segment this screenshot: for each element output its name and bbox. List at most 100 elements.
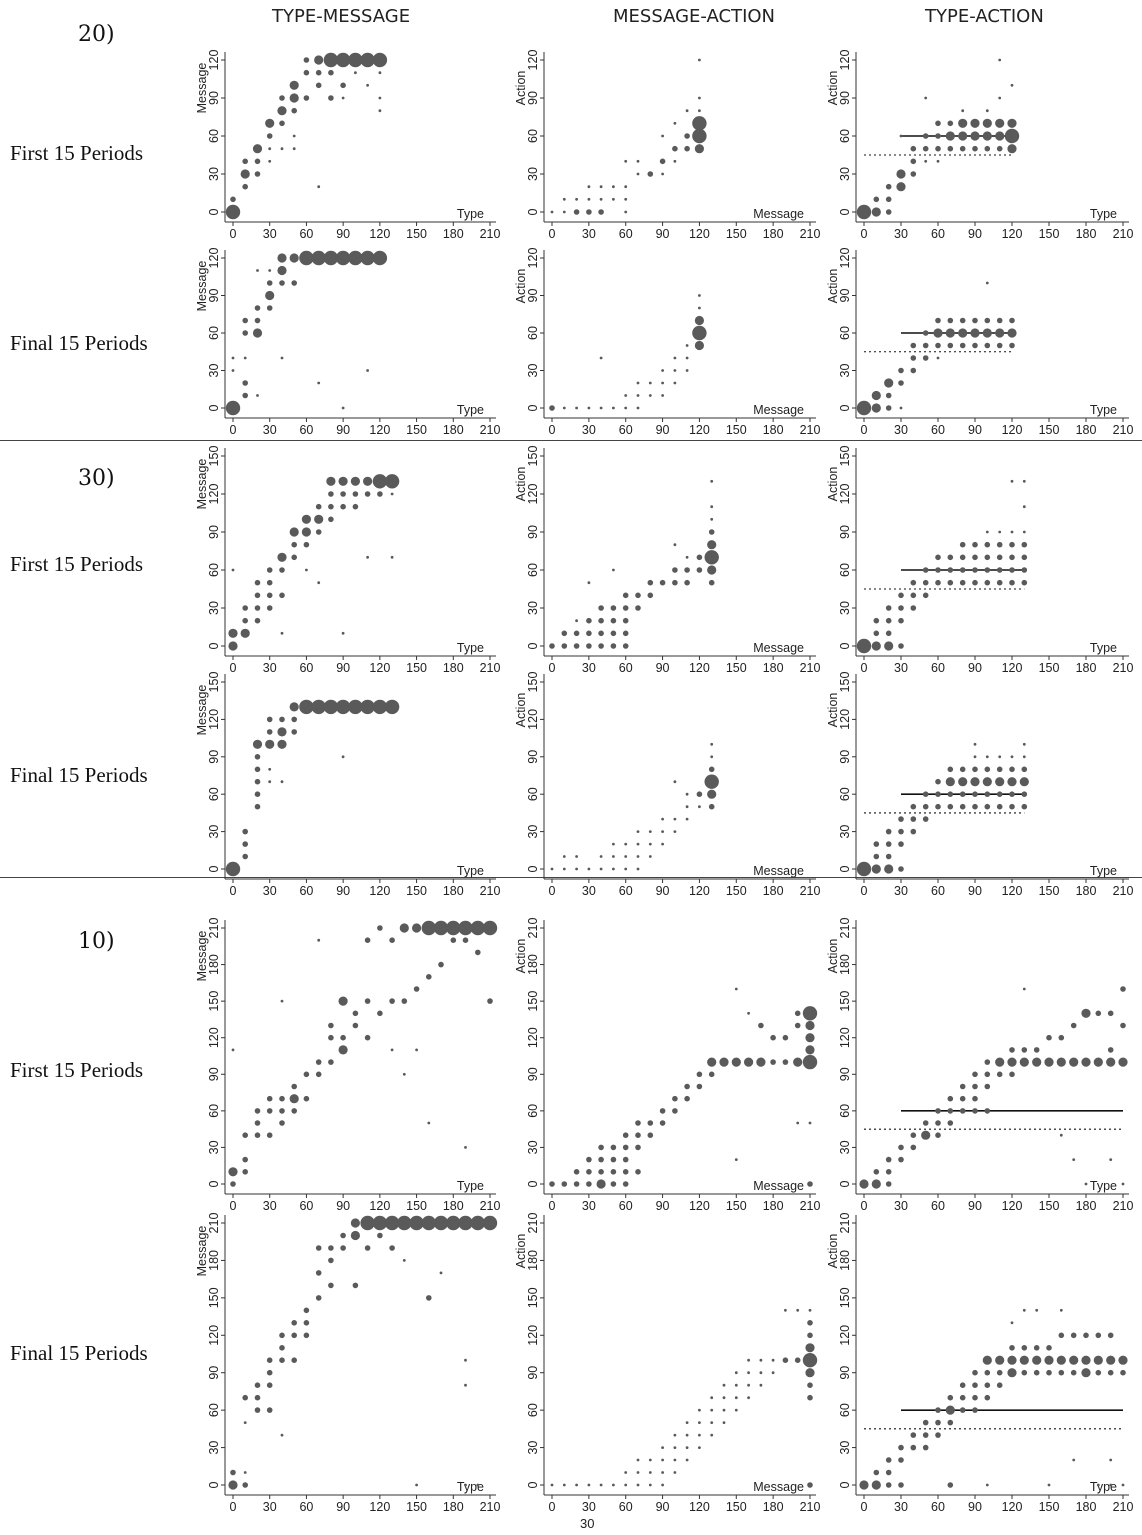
data-point [1070, 1332, 1077, 1339]
data-point [1022, 505, 1026, 509]
data-point [708, 529, 715, 535]
y-tick-label: 90 [207, 750, 221, 764]
data-point [910, 816, 917, 822]
data-point [796, 1121, 800, 1125]
data-point [636, 406, 640, 410]
data-point [377, 491, 383, 497]
y-tick-label: 0 [526, 208, 540, 215]
y-tick-label: 180 [207, 954, 221, 975]
data-point [228, 641, 238, 651]
x-tick-label: 180 [763, 227, 784, 241]
data-point [266, 729, 273, 735]
data-point [685, 1446, 689, 1449]
data-point [910, 605, 917, 611]
data-point [378, 96, 382, 100]
data-point [266, 605, 273, 611]
data-point [360, 52, 375, 68]
data-point [1007, 1355, 1017, 1365]
x-tick-label: 210 [480, 1199, 501, 1213]
data-point [873, 1469, 880, 1476]
data-point [984, 342, 991, 349]
data-point [959, 145, 966, 152]
data-point [698, 306, 701, 310]
data-point [782, 1034, 789, 1041]
x-axis-label: Message [753, 1480, 804, 1494]
data-point [372, 474, 388, 489]
data-point [805, 1045, 815, 1055]
data-point [427, 1121, 431, 1125]
data-point [707, 540, 717, 550]
data-point [242, 1132, 248, 1138]
data-point [708, 579, 715, 586]
data-point [311, 250, 326, 266]
data-point [935, 791, 941, 797]
y-tick-label: 150 [207, 991, 221, 1012]
data-point [549, 643, 555, 649]
data-point [698, 58, 701, 62]
y-tick-label: 150 [838, 1287, 852, 1308]
data-point [984, 567, 991, 573]
data-point [1022, 530, 1026, 534]
y-tick-label: 0 [207, 1481, 221, 1488]
data-point [575, 867, 578, 871]
data-point [996, 567, 1003, 573]
data-point [242, 841, 248, 847]
data-point [587, 581, 591, 585]
x-tick-label: 180 [443, 661, 464, 675]
data-point [291, 1108, 298, 1114]
data-point [252, 144, 263, 154]
data-point [935, 579, 941, 586]
data-point [1081, 1057, 1091, 1067]
row-label-10-first: First 15 Periods [10, 1058, 144, 1082]
data-point [910, 1432, 917, 1438]
y-tick-label: 180 [838, 954, 852, 975]
y-tick-label: 60 [838, 1104, 852, 1118]
data-point [684, 1083, 690, 1090]
data-point [289, 80, 299, 90]
data-point [242, 828, 248, 835]
data-point [268, 269, 272, 272]
data-point [673, 159, 677, 163]
data-point [910, 1444, 917, 1451]
y-tick-label: 120 [207, 484, 221, 505]
x-tick-label: 30 [263, 1500, 277, 1514]
data-point [624, 855, 628, 858]
x-tick-label: 30 [263, 227, 277, 241]
data-point [995, 118, 1005, 128]
y-tick-label: 90 [838, 91, 852, 105]
data-point [684, 579, 690, 586]
data-point [982, 328, 992, 338]
x-tick-label: 120 [1002, 661, 1023, 675]
x-tick-label: 30 [582, 1199, 596, 1213]
x-tick-label: 0 [230, 1199, 237, 1213]
y-tick-label: 120 [526, 50, 540, 71]
y-tick-label: 30 [838, 825, 852, 839]
data-point [377, 1232, 383, 1239]
data-point [305, 568, 308, 572]
data-point [973, 755, 977, 759]
data-point [228, 1167, 238, 1177]
data-point [1021, 1369, 1028, 1376]
data-point [610, 1144, 617, 1151]
data-point [254, 158, 261, 165]
data-point [291, 1083, 298, 1090]
data-point [898, 367, 904, 374]
x-tick-label: 180 [443, 227, 464, 241]
data-point [1007, 1368, 1017, 1378]
data-point [1022, 479, 1026, 483]
data-point [561, 643, 568, 649]
data-point [338, 1045, 348, 1055]
y-axis-label: Message [195, 931, 209, 982]
data-point [573, 643, 580, 649]
data-point [696, 1071, 703, 1078]
data-point [303, 69, 310, 76]
data-point [622, 617, 629, 624]
data-point [996, 342, 1003, 349]
data-point [661, 172, 664, 176]
data-point [996, 579, 1003, 586]
data-point [562, 406, 566, 410]
data-point [885, 1482, 892, 1488]
x-tick-label: 210 [480, 1500, 501, 1514]
data-point [1120, 1022, 1126, 1029]
data-point [225, 400, 241, 416]
